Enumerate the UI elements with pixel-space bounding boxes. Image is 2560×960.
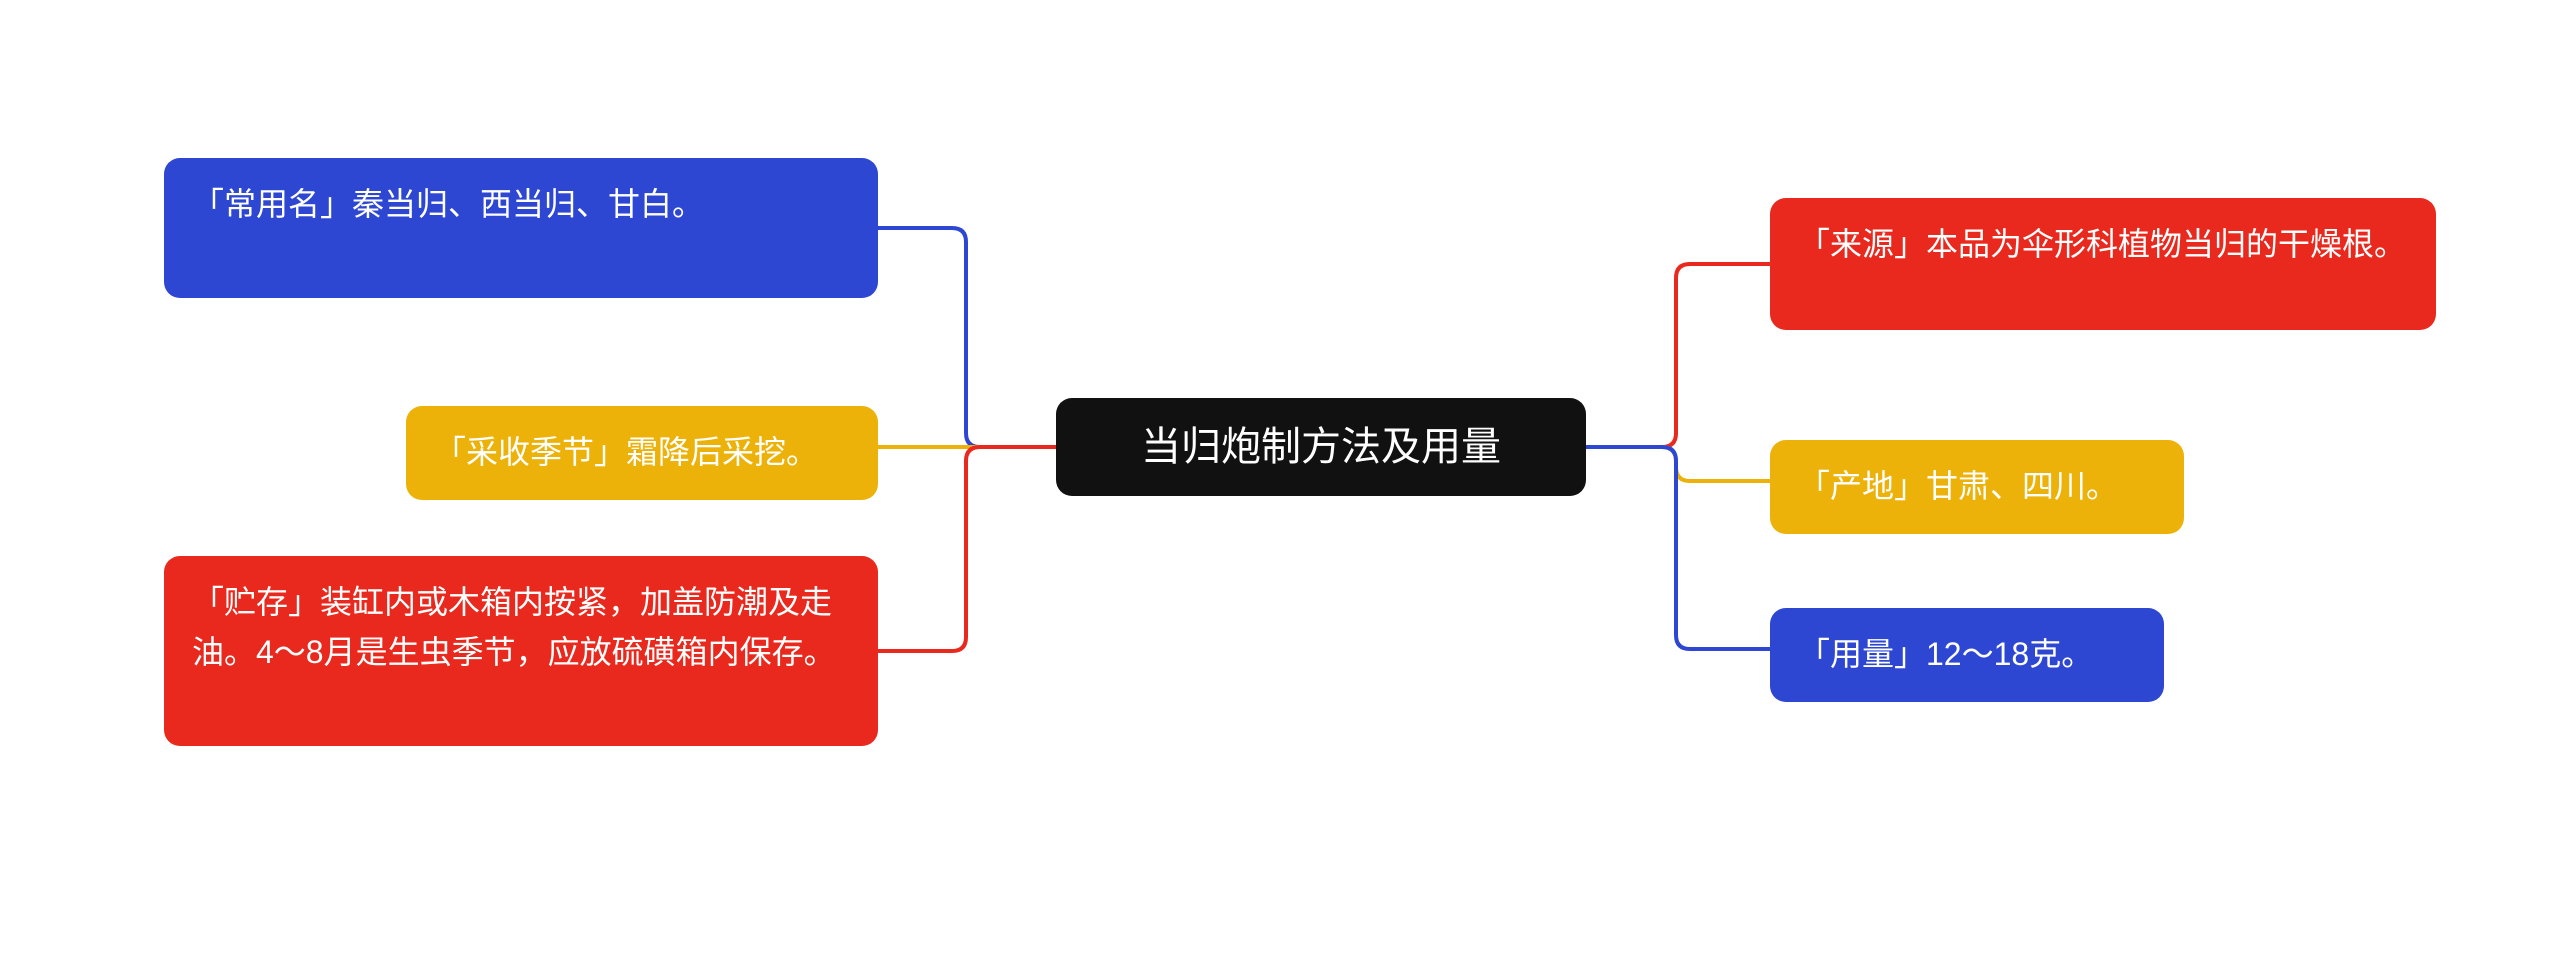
connector (1586, 264, 1770, 447)
root-node: 当归炮制方法及用量 (1056, 398, 1586, 496)
node-storage: 「贮存」装缸内或木箱内按紧，加盖防潮及走油。4～8月是生虫季节，应放硫磺箱内保存… (164, 556, 878, 746)
node-harvest-season: 「采收季节」霜降后采挖。 (406, 406, 878, 500)
mindmap-stage: 当归炮制方法及用量 「常用名」秦当归、西当归、甘白。「采收季节」霜降后采挖。「贮… (0, 0, 2560, 960)
node-common-name: 「常用名」秦当归、西当归、甘白。 (164, 158, 878, 298)
node-dosage: 「用量」12～18克。 (1770, 608, 2164, 702)
node-source: 「来源」本品为伞形科植物当归的干燥根。 (1770, 198, 2436, 330)
connector (878, 228, 1056, 447)
connector (1586, 447, 1770, 649)
connector (1586, 447, 1770, 481)
connector (878, 447, 1056, 651)
node-origin: 「产地」甘肃、四川。 (1770, 440, 2184, 534)
